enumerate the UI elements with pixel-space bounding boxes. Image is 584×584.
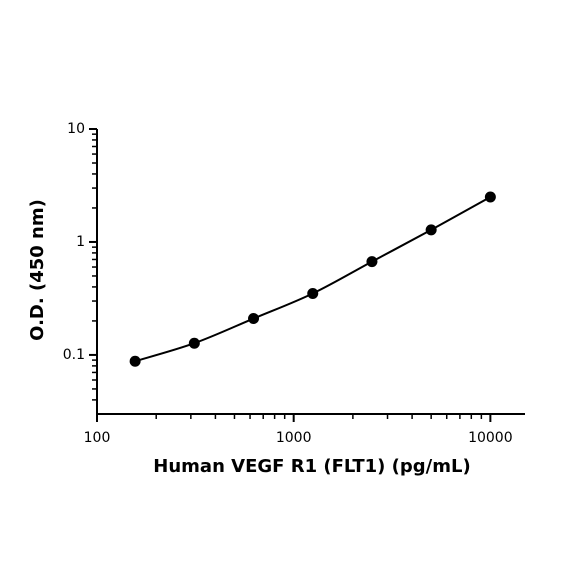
- y-tick-label: 0.1: [63, 347, 85, 363]
- point: [425, 224, 437, 236]
- x-tick-label: 100: [84, 430, 111, 446]
- y-tick-label: 10: [67, 121, 85, 137]
- point: [366, 256, 378, 268]
- point: [248, 313, 260, 325]
- point: [188, 337, 200, 349]
- y-axis-title: O.D. (450 nm): [27, 199, 48, 341]
- x-axis-title: Human VEGF R1 (FLT1) (pg/mL): [153, 456, 470, 477]
- curve: [134, 196, 491, 363]
- point: [484, 191, 496, 203]
- point: [307, 287, 319, 299]
- point: [129, 355, 141, 367]
- x-tick-label: 1000: [276, 430, 312, 446]
- x-tick-label: 10000: [468, 430, 513, 446]
- y-tick-label: 1: [76, 234, 85, 250]
